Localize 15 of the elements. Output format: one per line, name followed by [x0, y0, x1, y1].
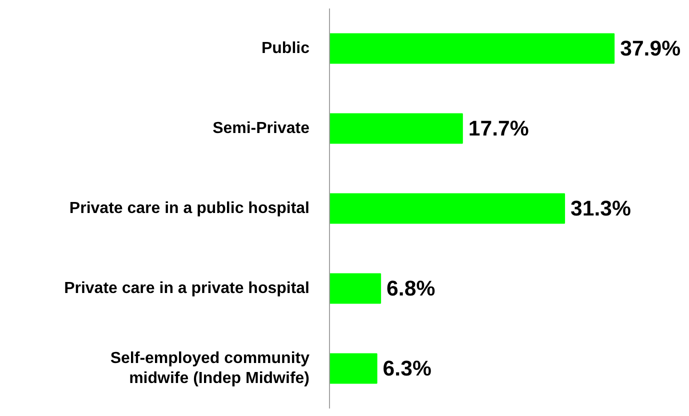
y-tick-label: Private care in a public hospital: [69, 200, 310, 217]
y-tick-label: Self-employed community midwife (Indep Midwife): [110, 350, 310, 388]
bar: [330, 33, 615, 64]
y-tick-label: Semi-Private: [212, 120, 310, 137]
y-tick-label: Public: [261, 40, 310, 57]
data-label: 17.7%: [468, 116, 529, 140]
data-label: 6.8%: [386, 276, 436, 300]
bar: [330, 353, 378, 384]
data-label: 37.9%: [620, 36, 681, 60]
bar: [330, 113, 463, 144]
data-label: 6.3%: [382, 356, 432, 380]
y-tick-label: Private care in a private hospital: [64, 280, 310, 297]
bar: [330, 273, 382, 304]
bar: [330, 193, 566, 224]
data-label: 31.3%: [570, 196, 632, 220]
